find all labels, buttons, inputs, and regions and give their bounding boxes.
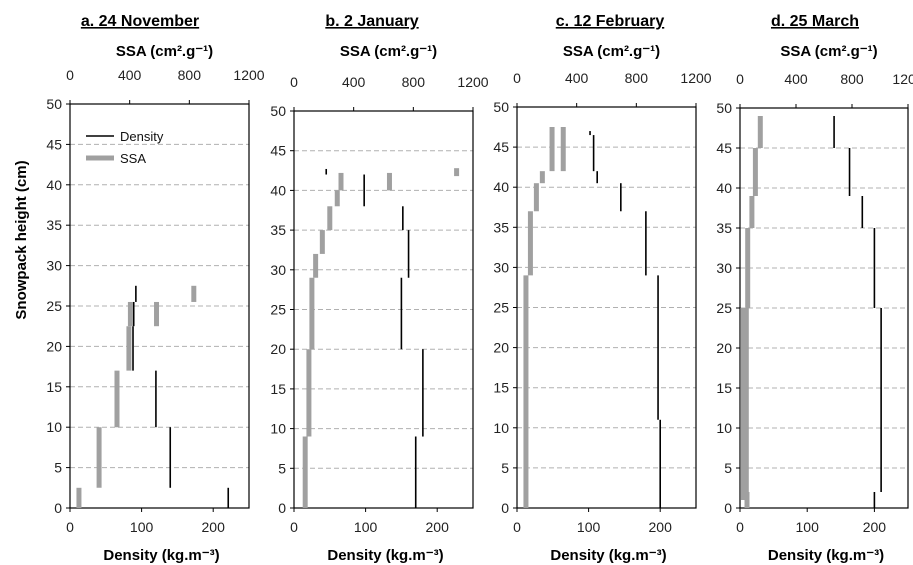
- y-tick-label: 30: [270, 262, 286, 278]
- y-tick-label: 15: [46, 379, 62, 395]
- panel-3: c. 12 February SSA (cm².g⁻¹) 0 5 10 15 20 25 30 3…: [493, 13, 711, 564]
- y-tick-label: 50: [270, 103, 286, 119]
- y-tick-label: 35: [493, 219, 509, 235]
- panel-4: d. 25 March SSA (cm².g⁻¹) 0 5 10 15 20 25 30 35 40…: [716, 13, 913, 564]
- y-tick-label: 10: [270, 421, 286, 437]
- density-tick-label: 200: [426, 519, 450, 535]
- y-tick-label: 0: [54, 500, 62, 516]
- y-tick-label: 20: [46, 338, 62, 354]
- y-tick-label: 35: [716, 220, 732, 236]
- density-axis-label: Density (kg.m⁻³): [768, 547, 884, 564]
- y-tick-label: 25: [716, 300, 732, 316]
- ssa-tick-label: 800: [840, 71, 864, 87]
- y-tick-label: 40: [716, 180, 732, 196]
- y-axis-label: Snowpack height (cm): [13, 160, 30, 319]
- density-tick-label: 0: [66, 519, 74, 535]
- ssa-tick-label: 0: [736, 71, 744, 87]
- ssa-tick-label: 400: [118, 67, 142, 83]
- y-tick-label: 5: [501, 460, 509, 476]
- ssa-tick-label: 0: [290, 74, 298, 90]
- legend-label-density: Density: [120, 129, 164, 144]
- y-tick-label: 15: [716, 380, 732, 396]
- y-tick-label: 40: [493, 179, 509, 195]
- density-tick-label: 100: [796, 519, 820, 535]
- density-tick-label: 200: [649, 519, 673, 535]
- y-tick-label: 30: [716, 260, 732, 276]
- density-axis-label: Density (kg.m⁻³): [327, 547, 443, 564]
- y-tick-label: 10: [493, 420, 509, 436]
- y-tick-label: 45: [270, 143, 286, 159]
- y-tick-label: 15: [493, 380, 509, 396]
- ssa-tick-label: 1200: [892, 71, 913, 87]
- panel-title: b. 2 January: [325, 13, 418, 30]
- ssa-tick-label: 0: [513, 70, 521, 86]
- ssa-tick-label: 1200: [457, 74, 488, 90]
- panel-1: a. 24 November SSA (cm².g⁻¹) 0 5 10 15 20 25 30 3…: [46, 13, 264, 564]
- density-axis-label: Density (kg.m⁻³): [550, 547, 666, 564]
- y-tick-label: 20: [716, 340, 732, 356]
- y-tick-label: 45: [46, 136, 62, 152]
- y-tick-label: 45: [493, 139, 509, 155]
- y-tick-label: 20: [493, 340, 509, 356]
- ssa-tick-label: 400: [342, 74, 366, 90]
- ssa-axis-label: SSA (cm².g⁻¹): [116, 43, 213, 60]
- y-tick-label: 40: [46, 177, 62, 193]
- y-tick-label: 5: [278, 460, 286, 476]
- ssa-tick-label: 400: [784, 71, 808, 87]
- y-tick-label: 5: [54, 460, 62, 476]
- y-tick-label: 50: [493, 99, 509, 115]
- ssa-tick-label: 800: [625, 70, 649, 86]
- panel-title: c. 12 February: [556, 13, 665, 30]
- density-tick-label: 0: [513, 519, 521, 535]
- y-tick-label: 35: [270, 222, 286, 238]
- panel-title: d. 25 March: [771, 13, 859, 30]
- panel-2: b. 2 January SSA (cm².g⁻¹) 0 5 10 15 20 25 30 35 4…: [270, 13, 488, 564]
- y-tick-label: 45: [716, 140, 732, 156]
- y-tick-label: 10: [716, 420, 732, 436]
- panel-title: a. 24 November: [81, 13, 199, 30]
- ssa-tick-label: 1200: [233, 67, 264, 83]
- legend-label-ssa: SSA: [120, 151, 146, 166]
- y-tick-label: 30: [493, 259, 509, 275]
- y-tick-label: 25: [46, 298, 62, 314]
- y-tick-label: 25: [270, 302, 286, 318]
- y-tick-label: 30: [46, 258, 62, 274]
- density-tick-label: 200: [863, 519, 887, 535]
- y-tick-label: 35: [46, 217, 62, 233]
- density-tick-label: 0: [736, 519, 744, 535]
- density-tick-label: 200: [202, 519, 226, 535]
- ssa-tick-label: 1200: [680, 70, 711, 86]
- density-tick-label: 100: [354, 519, 378, 535]
- y-tick-label: 15: [270, 381, 286, 397]
- y-tick-label: 50: [46, 96, 62, 112]
- ssa-tick-label: 0: [66, 67, 74, 83]
- ssa-axis-label: SSA (cm².g⁻¹): [340, 43, 437, 60]
- y-tick-label: 0: [278, 500, 286, 516]
- y-tick-label: 10: [46, 419, 62, 435]
- y-tick-label: 25: [493, 300, 509, 316]
- ssa-tick-label: 800: [402, 74, 426, 90]
- density-tick-label: 100: [130, 519, 154, 535]
- ssa-axis-label: SSA (cm².g⁻¹): [563, 43, 660, 60]
- y-tick-label: 5: [724, 460, 732, 476]
- ssa-tick-label: 400: [565, 70, 589, 86]
- density-tick-label: 100: [577, 519, 601, 535]
- ssa-tick-label: 800: [178, 67, 202, 83]
- y-tick-label: 20: [270, 341, 286, 357]
- ssa-axis-label: SSA (cm².g⁻¹): [780, 43, 877, 60]
- y-tick-label: 50: [716, 100, 732, 116]
- y-tick-label: 0: [501, 500, 509, 516]
- density-tick-label: 0: [290, 519, 298, 535]
- y-tick-label: 40: [270, 182, 286, 198]
- density-axis-label: Density (kg.m⁻³): [103, 547, 219, 564]
- y-tick-label: 0: [724, 500, 732, 516]
